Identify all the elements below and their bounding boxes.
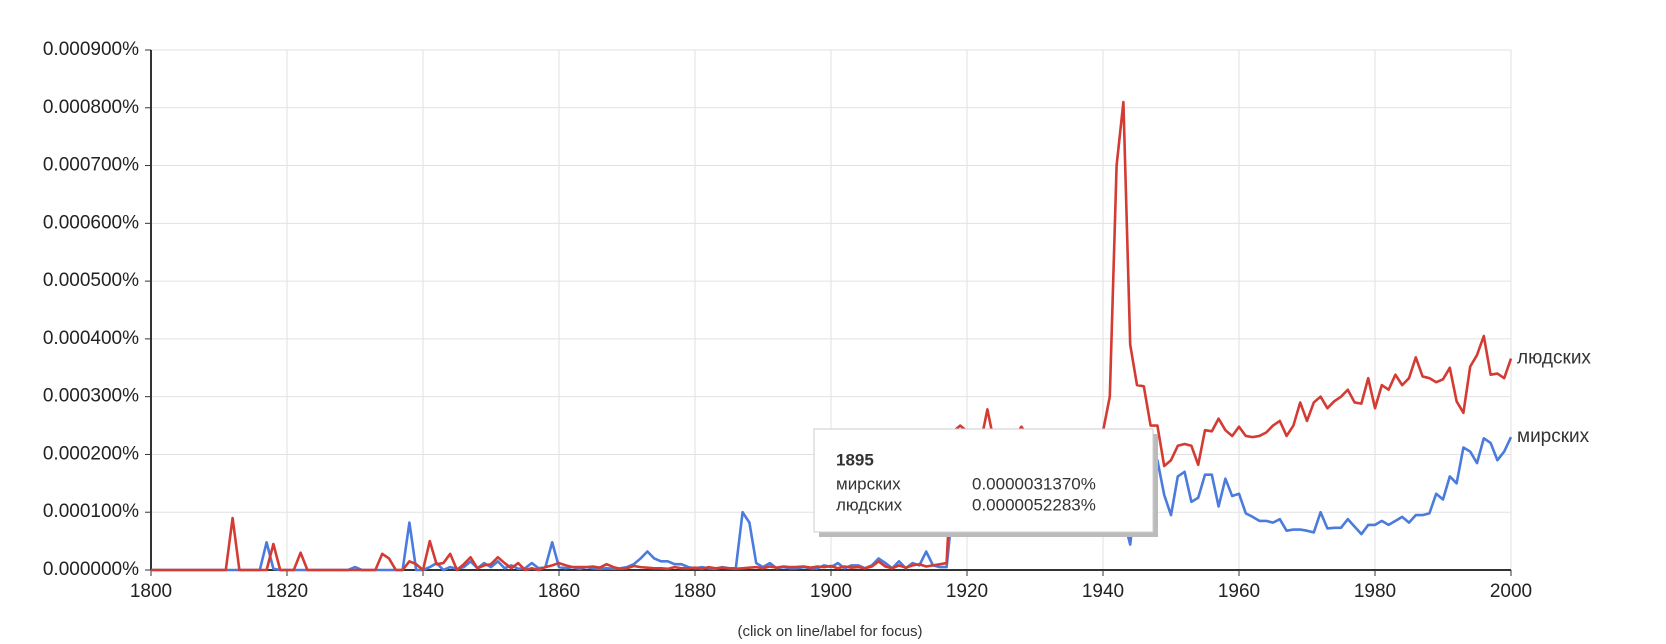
tooltip-name: мирских (836, 474, 901, 493)
x-tick-label: 1960 (1218, 581, 1260, 602)
y-tick-label: 0.000600% (43, 212, 139, 233)
series-end-label: людских (1517, 348, 1591, 369)
tooltip-value: 0.0000031370% (972, 474, 1096, 493)
footnote: (click on line/label for focus) (737, 623, 922, 640)
x-tick-label: 1800 (130, 581, 172, 602)
series-end-label: мирских (1517, 426, 1590, 447)
x-tick-label: 1900 (810, 581, 852, 602)
tooltip-box (813, 428, 1154, 533)
x-tick-label: 1840 (402, 581, 444, 602)
y-tick-label: 0.000400% (43, 328, 139, 349)
x-tick-label: 1880 (674, 581, 716, 602)
y-tick-label: 0.000900% (43, 39, 139, 60)
series-line (151, 100, 1513, 572)
tooltip-title: 1895 (836, 450, 874, 469)
y-tick-label: 0.000500% (43, 270, 139, 291)
tooltip-value: 0.0000052283% (972, 495, 1096, 514)
tooltip: 1895 мирских 0.0000031370% людских 0.0000052… (813, 428, 1158, 537)
tooltip-name: людских (836, 495, 903, 514)
x-tick-label: 1920 (946, 581, 988, 602)
x-tick-label: 1940 (1082, 581, 1124, 602)
y-tick-label: 0.000200% (43, 443, 139, 464)
x-tick-label: 2000 (1490, 581, 1532, 602)
x-tick-label: 1820 (266, 581, 308, 602)
y-tick-label: 0.000100% (43, 501, 139, 522)
y-tick-label: 0.000800% (43, 97, 139, 118)
x-tick-label: 1860 (538, 581, 580, 602)
y-tick-label: 0.000300% (43, 386, 139, 407)
y-tick-label: 0.000700% (43, 155, 139, 176)
y-tick-label: 0.000000% (43, 559, 139, 580)
x-tick-label: 1980 (1354, 581, 1396, 602)
